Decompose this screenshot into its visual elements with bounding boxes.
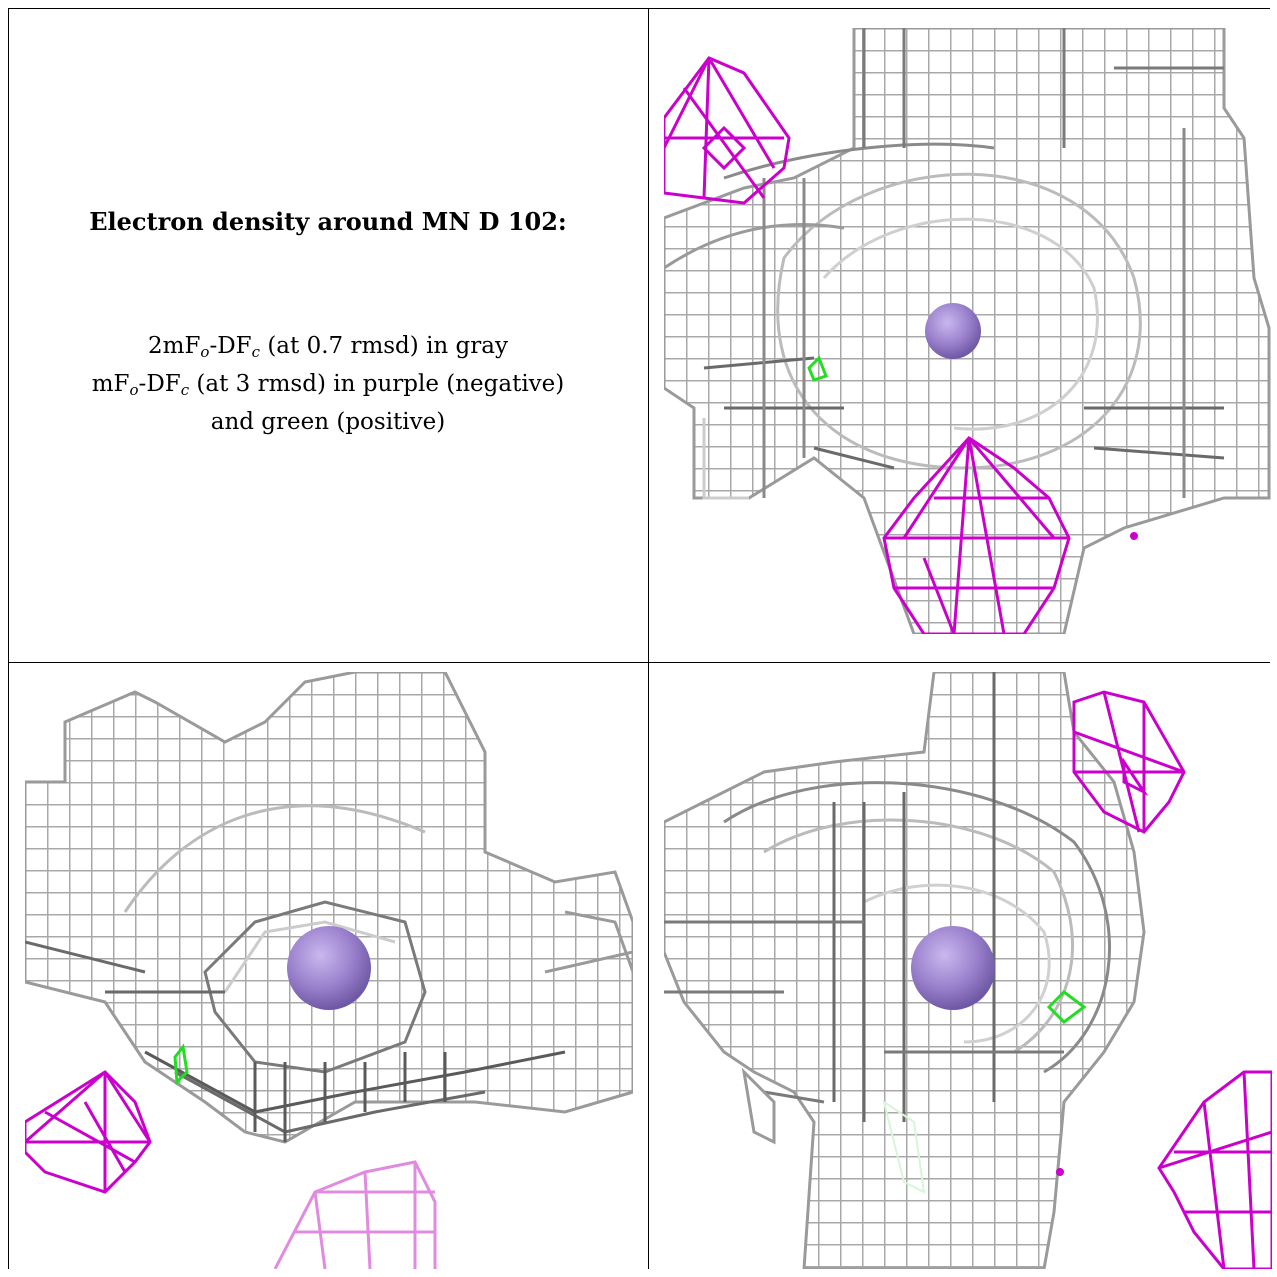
gray-density-mesh (25, 672, 633, 1144)
table-border-middle (648, 8, 649, 1269)
mn-atom-sphere (911, 926, 995, 1010)
mn-atom-sphere (287, 926, 371, 1010)
negative-density-blob (25, 1070, 152, 1194)
density-mesh-svg (664, 672, 1272, 1269)
negative-density-blob (664, 56, 791, 205)
positive-density-blob (173, 1043, 189, 1086)
positive-density-blob-faded (882, 1099, 926, 1194)
mn-atom-sphere (925, 303, 981, 359)
table-border-row (8, 662, 1270, 663)
positive-density-blob (1046, 990, 1087, 1024)
table-border-top (8, 8, 1270, 9)
negative-density-blob (1056, 1070, 1272, 1269)
density-view-top-right (664, 28, 1272, 634)
gray-density-mesh (664, 672, 1146, 1269)
negative-density-blob (1072, 690, 1186, 834)
negative-density-blob (882, 436, 1138, 634)
table-border-left (8, 8, 9, 1269)
legend-cell: Electron density around MN D 102: 2mFo-D… (9, 9, 647, 654)
density-view-bottom-right (664, 672, 1272, 1269)
legend-title: Electron density around MN D 102: (89, 207, 567, 236)
legend-line-3: and green (positive) (210, 409, 446, 435)
legend-line-2: mFo-DFc (at 3 rmsd) in purple (negative) (91, 371, 565, 399)
negative-density-blob-faded (273, 1160, 437, 1269)
density-view-bottom-left (25, 672, 633, 1269)
legend-line-1: 2mFo-DFc (at 0.7 rmsd) in gray (148, 333, 508, 361)
positive-density-blob (807, 355, 828, 382)
legend-text: 2mFo-DFc (at 0.7 rmsd) in gray mFo-DFc (… (9, 327, 647, 441)
density-mesh-svg (664, 28, 1271, 634)
density-mesh-svg (25, 672, 633, 1269)
